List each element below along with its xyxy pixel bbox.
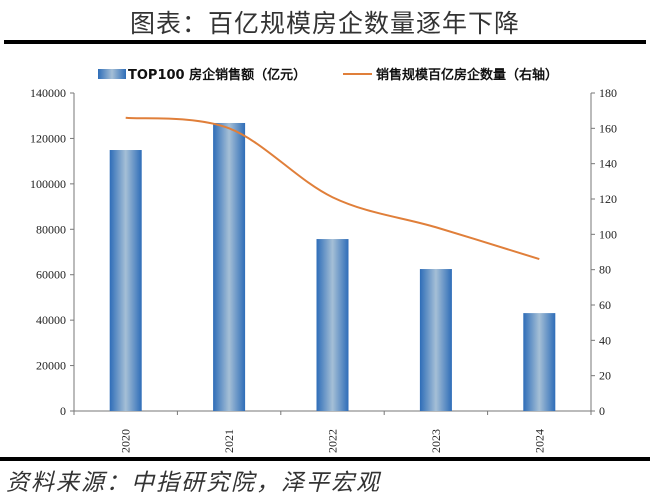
right-axis-tick: 20 [599,369,611,383]
x-axis-tick: 2020 [119,429,133,453]
right-axis-tick: 140 [599,157,617,171]
line-path [125,116,540,261]
left-axis-tick: 60000 [36,268,66,282]
right-axis-tick: 80 [599,263,611,277]
right-axis-tick: 120 [599,192,617,206]
left-axis-tick: 0 [60,404,66,418]
left-axis-tick: 140000 [30,86,66,100]
right-axis-tick: 100 [599,227,617,241]
left-axis-tick: 120000 [30,131,66,145]
bottom-divider [0,457,650,461]
left-axis-tick: 80000 [36,222,66,236]
x-axis-tick: 2023 [429,429,443,453]
source-note: 资料来源：中指研究院，泽平宏观 [6,470,381,496]
legend: TOP100 房企销售额（亿元） 销售规模百亿房企数量（右轴） [98,67,558,83]
left-axis-tick: 40000 [36,313,66,327]
right-axis-tick: 160 [599,121,617,135]
chart-title: 图表：百亿规模房企数量逐年下降 [129,9,520,38]
bar [523,313,556,411]
bar [419,269,452,411]
legend-bar-label: TOP100 房企销售额（亿元） [128,67,306,83]
legend-line-label: 销售规模百亿房企数量（右轴） [376,67,558,83]
bar [109,150,142,411]
x-axis-tick: 2024 [532,429,546,453]
bar-series [109,122,556,412]
bar [213,122,246,412]
right-axis-tick: 0 [599,404,605,418]
left-axis-tick: 20000 [36,359,66,373]
left-axis-tick: 100000 [30,177,66,191]
line-series [125,116,540,261]
x-axis-tick: 2022 [326,429,340,453]
x-axis-tick: 2021 [222,429,236,453]
legend-bar-swatch [98,69,126,79]
axes: 0 20000 40000 60000 80000 100000 120000 140000 0… [30,86,617,453]
top-divider [4,40,646,44]
bar [316,239,349,411]
right-axis-tick: 180 [599,86,617,100]
right-axis-tick: 60 [599,298,611,312]
right-axis-tick: 40 [599,333,611,347]
